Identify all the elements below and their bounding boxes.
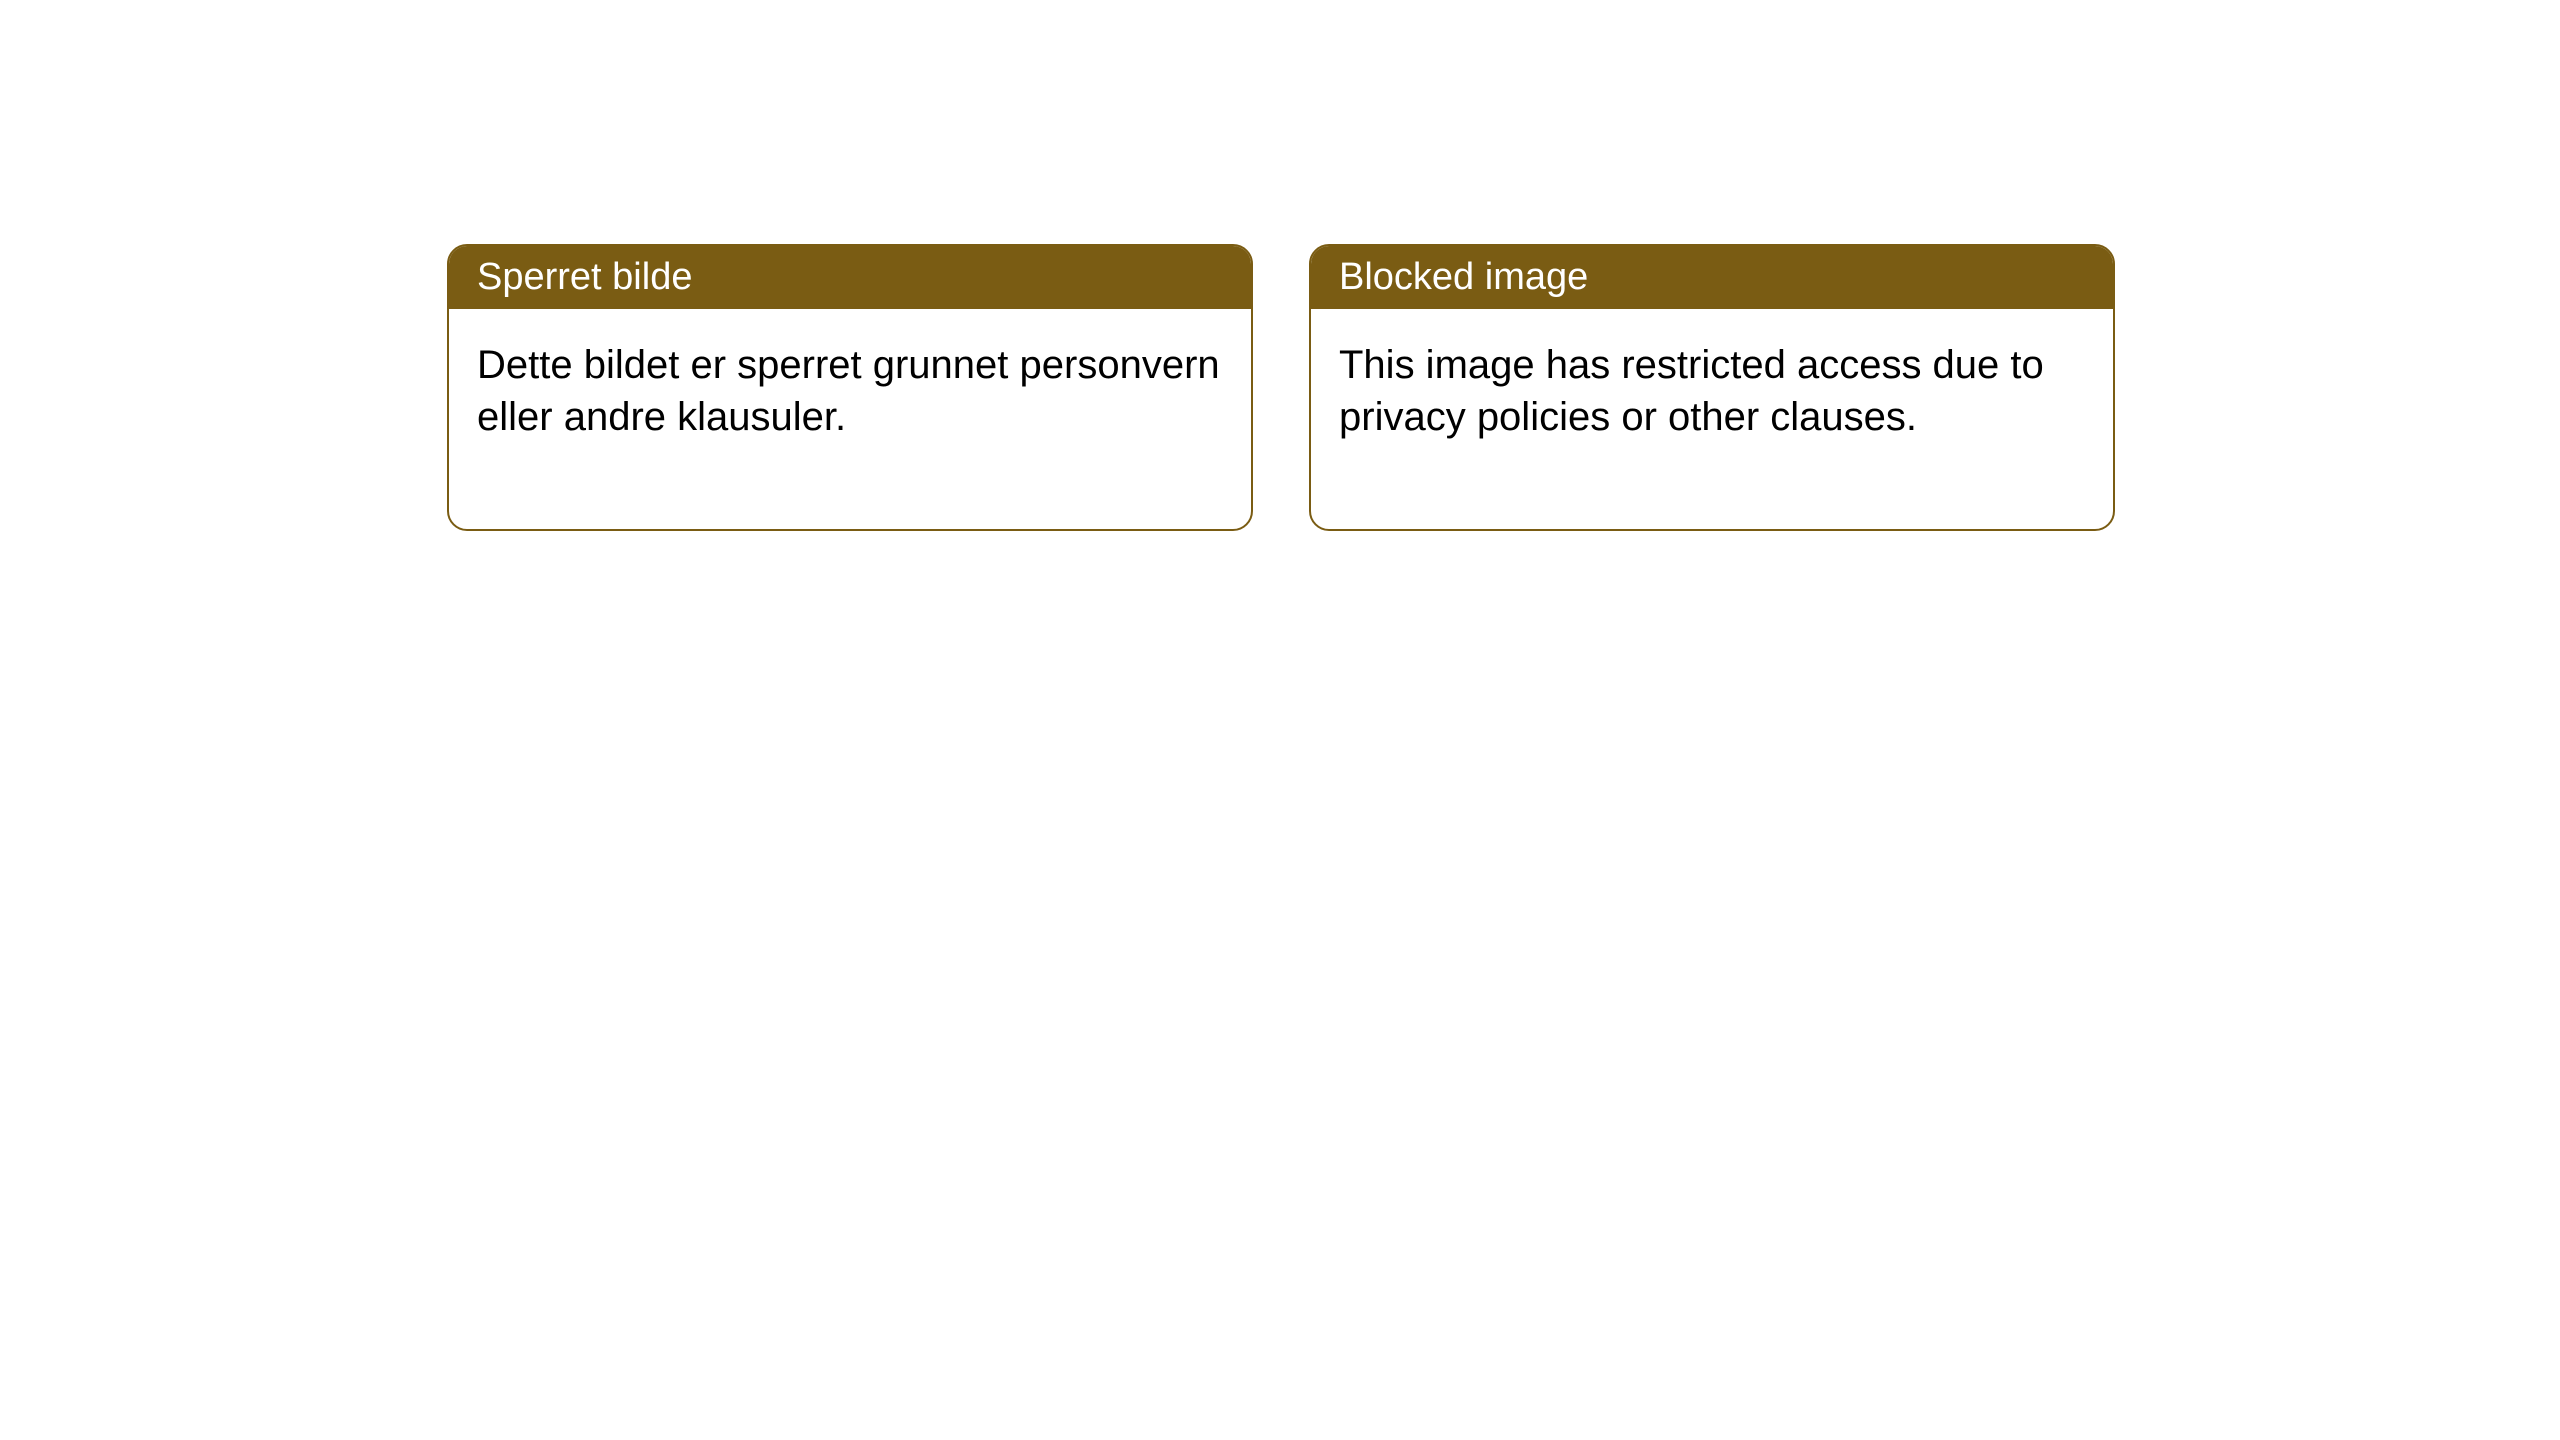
notice-container: Sperret bilde Dette bildet er sperret gr…: [447, 244, 2115, 531]
notice-card-english: Blocked image This image has restricted …: [1309, 244, 2115, 531]
notice-card-norwegian: Sperret bilde Dette bildet er sperret gr…: [447, 244, 1253, 531]
notice-body-norwegian: Dette bildet er sperret grunnet personve…: [449, 309, 1251, 529]
notice-title-norwegian: Sperret bilde: [449, 246, 1251, 309]
notice-body-english: This image has restricted access due to …: [1311, 309, 2113, 529]
notice-title-english: Blocked image: [1311, 246, 2113, 309]
